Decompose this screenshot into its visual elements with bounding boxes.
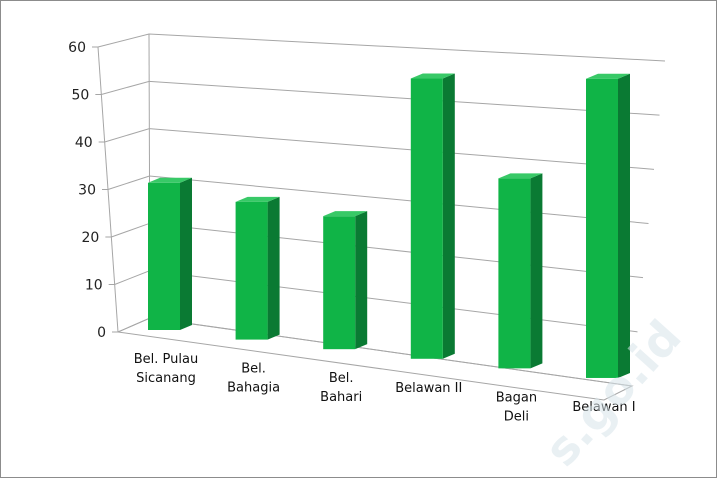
- y-tick-label: 20: [82, 230, 100, 246]
- x-tick-label: Bel. Bahagia: [227, 362, 280, 396]
- bar: [235, 196, 280, 340]
- bar-side: [530, 173, 543, 369]
- bar-top: [586, 73, 630, 79]
- bars: [148, 73, 630, 378]
- gridline: [104, 128, 655, 170]
- bar-front: [410, 78, 443, 359]
- bar-top: [498, 173, 543, 179]
- bar-side: [267, 196, 280, 340]
- gridline: [97, 33, 666, 62]
- bar-side: [618, 73, 630, 378]
- x-tick-label: Belawan I: [572, 400, 635, 415]
- bar-front: [235, 201, 268, 340]
- bar-front: [148, 182, 180, 330]
- y-tick-label: 50: [72, 88, 90, 104]
- x-tick-label: Bel. Pulau Sicanang: [134, 352, 198, 386]
- gridline: [101, 80, 660, 116]
- bar: [323, 211, 368, 350]
- x-tick-label: Belawan II: [395, 381, 462, 396]
- bar-side: [355, 211, 368, 350]
- bar: [498, 173, 543, 369]
- y-axis-ticks: 0 10 20 30 40 50 60: [68, 40, 118, 341]
- bar-front: [586, 78, 618, 378]
- bar-top: [148, 177, 192, 183]
- x-tick-label: Bagan Deli: [496, 390, 537, 424]
- bar-front: [498, 178, 531, 369]
- y-tick-label: 10: [85, 278, 103, 294]
- y-tick-label: 40: [75, 135, 93, 151]
- bar-top: [410, 73, 455, 79]
- y-tick-label: 0: [97, 325, 106, 341]
- bar-side: [180, 177, 192, 330]
- bar: [410, 73, 455, 359]
- gridline: [114, 270, 638, 333]
- bar-top: [235, 196, 280, 202]
- y-tick-label: 60: [68, 40, 86, 56]
- bar: [586, 73, 630, 378]
- gridline: [107, 175, 649, 224]
- bar: [148, 177, 192, 330]
- bar-side: [442, 73, 455, 359]
- bar-front: [323, 216, 356, 350]
- x-tick-label: Bel. Bahari: [320, 371, 362, 405]
- x-axis-labels: Bel. Pulau Sicanang Bel. Bahagia Bel. Bahari B…: [134, 352, 636, 424]
- bar-top: [323, 211, 368, 217]
- y-tick-label: 30: [78, 183, 96, 199]
